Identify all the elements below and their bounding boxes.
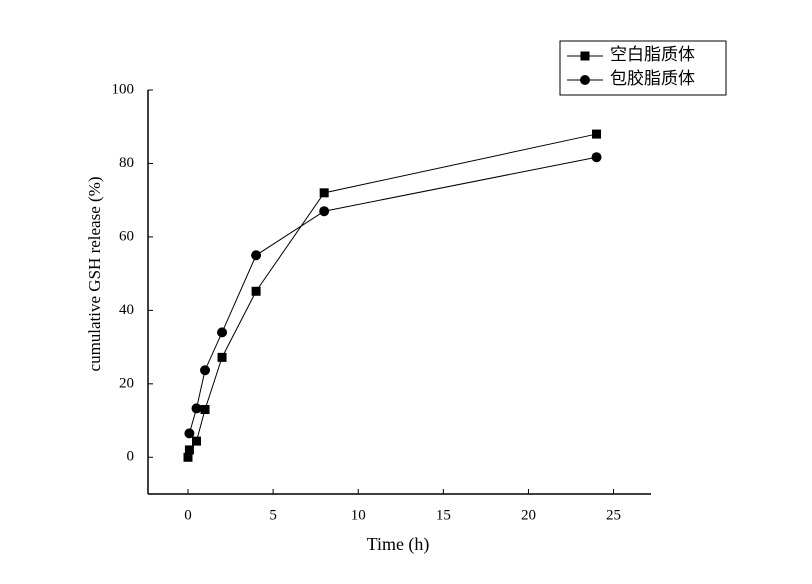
legend-box xyxy=(559,40,727,96)
marker xyxy=(184,445,194,455)
y-tick-label: 20 xyxy=(119,375,134,391)
legend-label: 空白脂质体 xyxy=(610,45,695,64)
y-tick-label: 80 xyxy=(119,155,134,171)
y-tick-label: 100 xyxy=(112,81,135,97)
marker xyxy=(183,452,193,462)
marker xyxy=(251,286,261,296)
y-axis-label: cumulative GSH release (%) xyxy=(85,177,104,372)
marker xyxy=(200,365,211,376)
marker xyxy=(319,188,329,198)
x-axis-label: Time (h) xyxy=(367,534,430,555)
legend-marker xyxy=(580,51,590,61)
marker xyxy=(319,206,330,217)
x-tick-label: 0 xyxy=(184,507,192,523)
marker xyxy=(591,152,602,163)
y-tick-label: 60 xyxy=(119,228,134,244)
marker xyxy=(191,403,202,414)
legend-marker xyxy=(580,75,590,85)
series-line xyxy=(188,156,597,434)
x-tick-label: 5 xyxy=(269,507,277,523)
series-line xyxy=(187,133,597,458)
x-tick-label: 10 xyxy=(351,507,366,523)
legend-label: 包胶脂质体 xyxy=(610,69,695,88)
x-tick-label: 15 xyxy=(436,507,451,523)
x-tick-label: 25 xyxy=(606,507,621,523)
x-tick-label: 20 xyxy=(521,507,536,523)
marker xyxy=(192,436,202,446)
marker xyxy=(200,405,210,415)
marker xyxy=(184,428,195,439)
marker xyxy=(217,352,227,362)
marker xyxy=(251,250,262,261)
marker xyxy=(217,327,228,338)
y-tick-label: 40 xyxy=(119,302,134,318)
marker xyxy=(592,129,602,139)
y-tick-label: 0 xyxy=(127,449,135,465)
